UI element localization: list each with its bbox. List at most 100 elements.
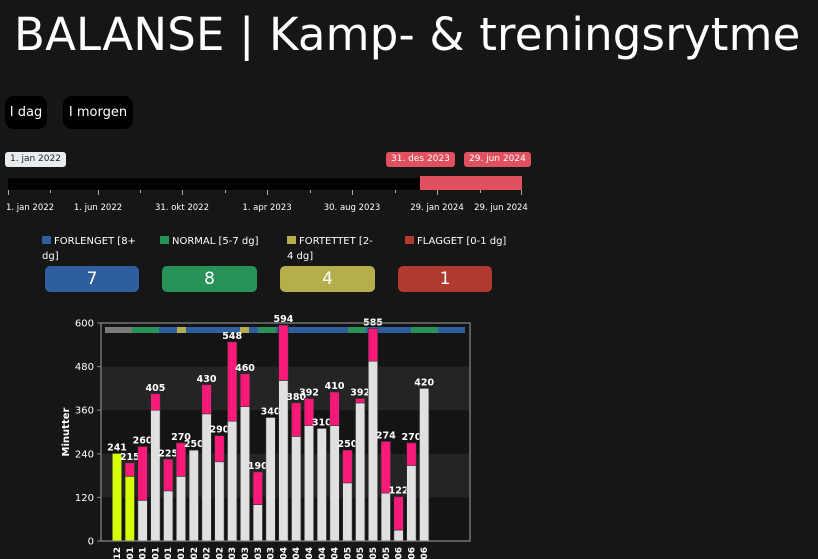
x-tick-label: 05 — [369, 547, 379, 559]
intensity-strip-segment — [411, 327, 438, 333]
legend-swatch — [42, 236, 51, 244]
plot-frame — [100, 322, 471, 542]
x-tick-label: 03 — [254, 547, 264, 559]
legend-swatch — [160, 236, 169, 244]
bar-top — [150, 393, 161, 411]
intensity-strip-segment — [186, 327, 240, 333]
intensity-strip-segment — [177, 327, 186, 333]
bar-base — [393, 529, 404, 542]
page-title: BALANSE | Kamp- & treningsrytme — [14, 8, 801, 61]
bar-top — [342, 449, 353, 484]
bar-value-label: 392 — [350, 388, 370, 399]
bar-base — [291, 436, 302, 542]
x-tick-label: 03 — [228, 547, 238, 559]
tomorrow-button[interactable]: I morgen — [63, 96, 133, 129]
count-card-fortettet: 4 — [280, 266, 375, 292]
range-tick — [8, 190, 9, 195]
range-tick — [521, 190, 522, 195]
legend-item-flagget: FLAGGET [0-1 dg] — [405, 234, 515, 249]
bar-base — [214, 461, 225, 542]
range-tick — [352, 190, 353, 195]
bar-value-label: 290 — [209, 425, 229, 436]
range-tick — [267, 190, 268, 195]
intensity-strip-segment — [132, 327, 159, 333]
range-tick — [182, 190, 183, 195]
range-tick — [140, 190, 141, 193]
bar-base — [278, 380, 289, 542]
intensity-strip-segment — [240, 327, 249, 333]
x-tick-label: 04 — [318, 547, 328, 559]
bar-base — [188, 449, 199, 542]
bar-value-label: 270 — [171, 432, 191, 443]
bar-value-label: 225 — [158, 448, 178, 459]
range-selection[interactable] — [420, 176, 522, 190]
bar-base — [112, 453, 123, 542]
bar-top — [393, 496, 404, 531]
x-tick-label: 01 — [177, 547, 187, 559]
bar-value-label: 190 — [248, 461, 268, 472]
bar-value-label: 250 — [337, 439, 357, 450]
bar-base — [406, 465, 417, 542]
x-tick-label: 01 — [151, 547, 161, 559]
bar-top — [367, 328, 378, 362]
x-tick-label: 04 — [279, 547, 289, 559]
x-tick-label: 05 — [382, 547, 392, 559]
minutes-bar-chart: 0 120 240 360 480 600 Minutter 241 12 215 01 260 01 4… — [61, 314, 471, 559]
x-tick-label: 01 — [164, 547, 174, 559]
range-track[interactable] — [8, 178, 522, 190]
bar-top — [329, 391, 340, 426]
bar-top — [137, 446, 148, 501]
x-tick-label: 02 — [190, 547, 200, 559]
bar-top — [176, 442, 187, 477]
bar-top — [291, 402, 302, 437]
range-tick — [98, 190, 99, 195]
bar-base — [342, 482, 353, 542]
y-tick-label: 0 — [88, 537, 94, 548]
bar-value-label: 380 — [286, 392, 306, 403]
bar-base — [367, 360, 378, 542]
range-tick — [310, 190, 311, 193]
bar-base — [380, 492, 391, 542]
bar-base — [150, 409, 161, 542]
range-axis-label: 1. jan 2022 — [5, 203, 55, 213]
intensity-strip-segment — [348, 327, 366, 333]
bar-base — [163, 490, 174, 542]
bar-value-label: 405 — [145, 383, 165, 394]
range-tick — [395, 190, 396, 193]
x-tick-label: 05 — [356, 547, 366, 559]
bar-top — [163, 458, 174, 492]
bar-top — [355, 398, 366, 404]
y-axis-label: Minutter — [61, 407, 72, 456]
intensity-strip-segment — [159, 327, 177, 333]
selected-end-tag[interactable]: 29. jun 2024 — [464, 152, 531, 167]
bar-base — [419, 388, 430, 542]
bar-base — [227, 420, 238, 542]
bar-value-label: 460 — [235, 363, 255, 374]
range-axis-label: 1. jun 2022 — [73, 203, 123, 213]
bar-top — [252, 471, 263, 505]
bar-base — [265, 417, 276, 542]
range-tick — [480, 190, 481, 193]
today-button[interactable]: I dag — [5, 96, 47, 129]
range-start-tag: 1. jan 2022 — [5, 152, 66, 167]
bar-value-label: 420 — [414, 377, 434, 388]
y-tick-label: 480 — [75, 362, 94, 373]
x-tick-label: 06 — [407, 547, 417, 559]
x-tick-label: 04 — [331, 547, 341, 559]
bar-base — [316, 428, 327, 542]
bar-base — [355, 402, 366, 542]
selected-start-tag[interactable]: 31. des 2023 — [386, 152, 455, 167]
bar-value-label: 215 — [120, 452, 140, 463]
bar-value-label: 274 — [376, 430, 396, 441]
x-tick-label: 06 — [395, 547, 405, 559]
bar-value-label: 250 — [184, 439, 204, 450]
bar-top — [278, 324, 289, 381]
x-tick-label: 01 — [126, 547, 136, 559]
intensity-strip-segment — [258, 327, 276, 333]
intensity-strip-segment — [276, 327, 348, 333]
x-tick-label: 02 — [215, 547, 225, 559]
x-tick-label: 04 — [292, 547, 302, 559]
x-tick-label: 01 — [139, 547, 149, 559]
intensity-strip-segment — [366, 327, 411, 333]
x-tick-label: 02 — [203, 547, 213, 559]
